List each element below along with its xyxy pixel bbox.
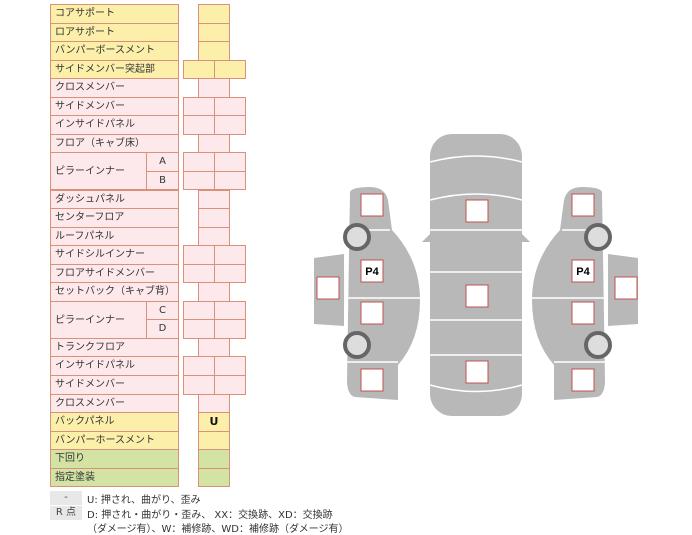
legend-line-3: （ダメージ有）、W：補修跡、WD：補修跡（ダメージ有）	[87, 524, 349, 535]
wheel-icon	[584, 223, 612, 251]
left-marker: P4	[365, 266, 379, 278]
wheel-icon	[343, 331, 371, 359]
panel-box-p4-left[interactable]	[360, 259, 384, 283]
value-cell-right[interactable]	[214, 263, 246, 284]
center-wing-right	[520, 232, 530, 242]
row-label: ピラーインナー	[50, 300, 147, 339]
left-body	[347, 187, 420, 400]
panel-box[interactable]	[571, 301, 595, 325]
panel-box[interactable]	[571, 368, 595, 392]
panel-box[interactable]	[571, 193, 595, 217]
panel-box[interactable]	[614, 276, 638, 300]
panel-box[interactable]	[465, 199, 489, 223]
legend-line-1: U: 押され、曲がり、歪み	[87, 495, 201, 506]
value-cell[interactable]	[198, 467, 230, 488]
value-cell-right[interactable]	[214, 115, 246, 135]
value-cell-right[interactable]	[214, 170, 246, 191]
center-panel	[430, 134, 522, 416]
panel-box[interactable]	[360, 193, 384, 217]
panel-box-p4-right[interactable]	[571, 259, 595, 283]
center-wing-left	[422, 232, 432, 242]
wheel-icon	[584, 331, 612, 359]
value-cell-right[interactable]	[214, 59, 246, 80]
panel-box[interactable]	[465, 284, 489, 308]
panel-box[interactable]	[360, 368, 384, 392]
right-marker: P4	[576, 266, 590, 278]
panel-box[interactable]	[316, 276, 340, 300]
legend-line-2: D: 押され・曲がり・歪み、 XX：交換跡、XD：交換跡	[87, 510, 333, 521]
panel-box[interactable]	[465, 360, 489, 384]
right-body	[532, 187, 605, 400]
wheel-icon	[343, 223, 371, 251]
legend-key-1: -	[50, 491, 82, 505]
value-cell-right[interactable]	[214, 375, 246, 395]
panel-box[interactable]	[360, 301, 384, 325]
value-cell-right[interactable]	[214, 319, 246, 339]
legend-key-2: R 点	[50, 506, 82, 520]
row-label: 指定塗装	[50, 467, 179, 488]
row-label: ピラーインナー	[50, 152, 147, 191]
